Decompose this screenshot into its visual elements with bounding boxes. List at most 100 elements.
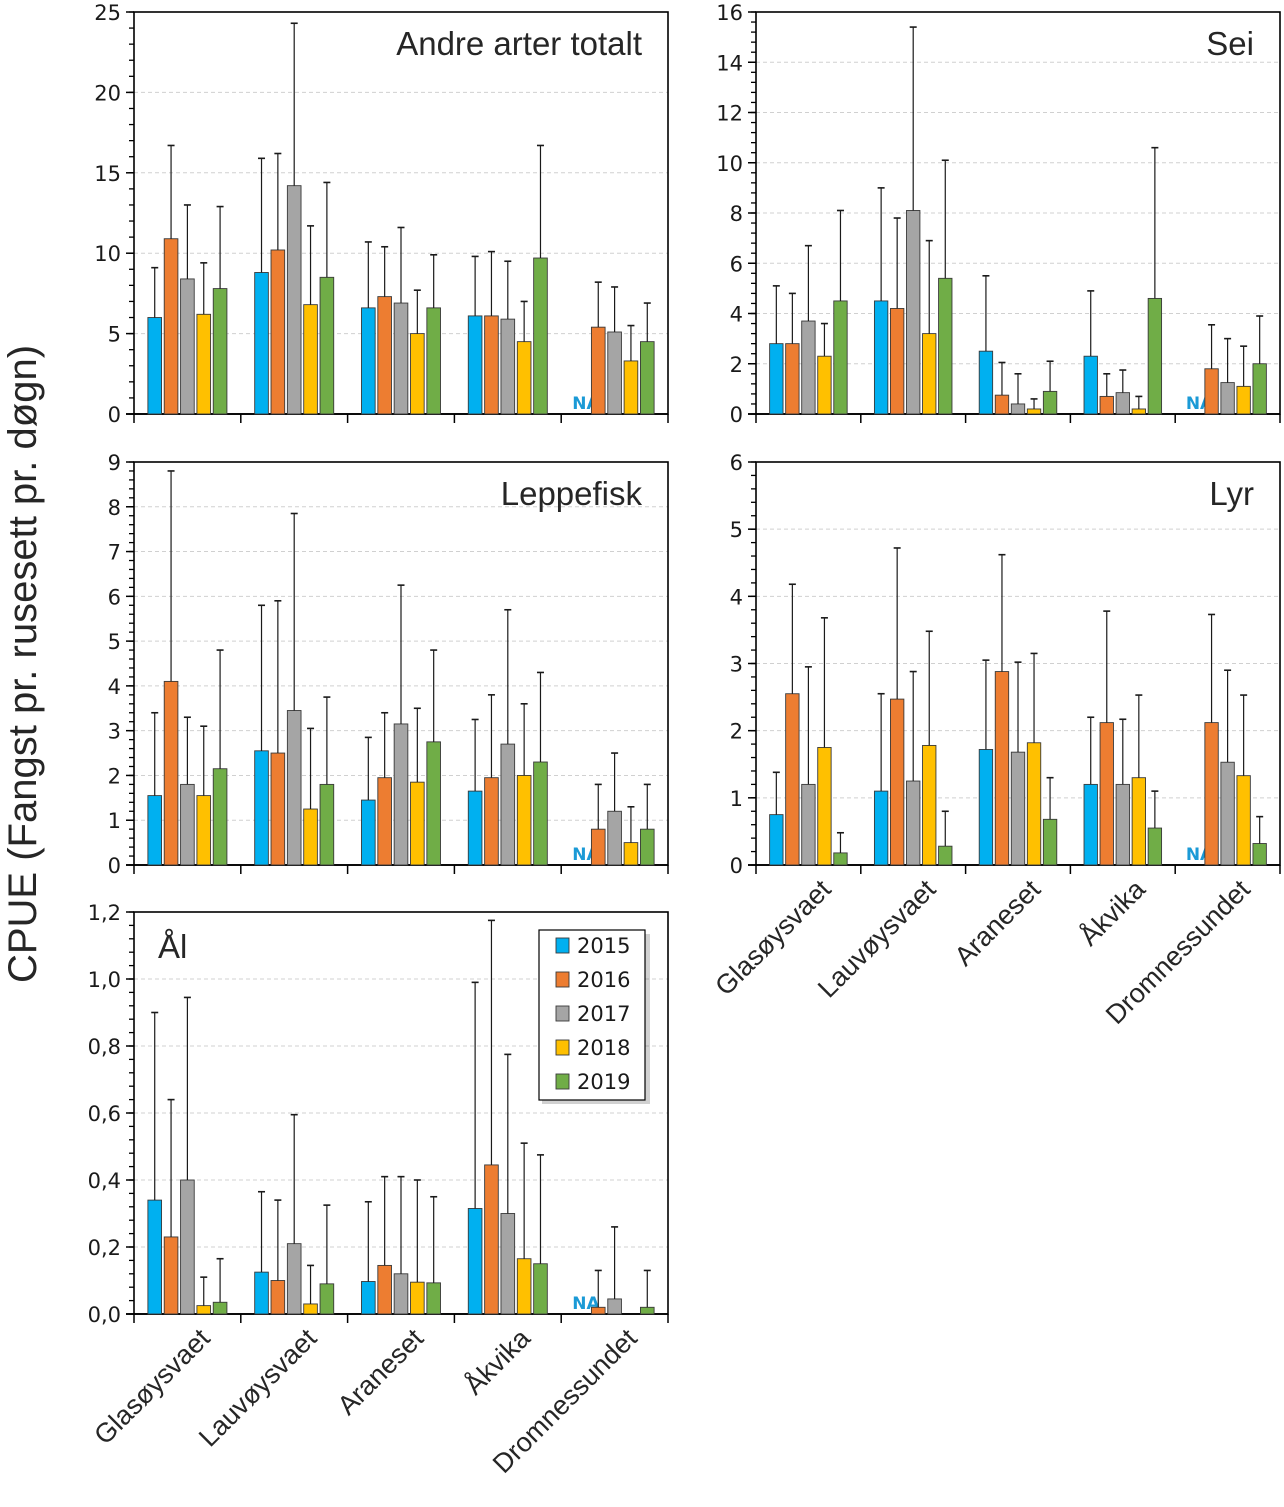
bar-andre-arter-totalt-araneset-2018 (410, 333, 425, 415)
y-tick-label: 2 (730, 353, 743, 377)
bar-leppefisk-lauvoysvaet-2015 (254, 750, 269, 866)
y-tick-label: 0 (108, 854, 121, 878)
bar-leppefisk-akvika-2018 (516, 774, 532, 866)
bar-leppefisk-lauvoysvaet-2016 (270, 752, 286, 866)
bar-al-glasoysvaet-2018 (196, 1305, 212, 1315)
bar-andre-arter-totalt-akvika-2017 (500, 318, 516, 415)
bar-al-lauvoysvaet-2019 (319, 1283, 335, 1315)
bar-lyr-lauvoysvaet-2016 (890, 698, 905, 866)
bar-al-akvika-2016 (484, 1164, 499, 1315)
bar-lyr-lauvoysvaet-2015 (873, 790, 889, 866)
bar-lyr-glasoysvaet-2016 (785, 693, 800, 866)
bar-sei-araneset-2017 (1010, 403, 1026, 415)
bar-leppefisk-araneset-2015 (361, 799, 376, 866)
bar-al-araneset-2017 (393, 1273, 409, 1315)
bar-sei-dromnessundet-2017 (1220, 382, 1235, 415)
y-tick-label: 4 (730, 585, 743, 609)
bar-lyr-araneset-2017 (1010, 751, 1026, 866)
bar-andre-arter-totalt-dromnessundet-2016 (590, 326, 606, 415)
bar-lyr-glasoysvaet-2018 (817, 747, 832, 866)
bar-lyr-araneset-2016 (994, 671, 1010, 866)
bar-leppefisk-glasoysvaet-2018 (196, 795, 212, 866)
bar-andre-arter-totalt-glasoysvaet-2018 (196, 313, 212, 415)
bar-lyr-glasoysvaet-2017 (801, 783, 816, 866)
bar-al-glasoysvaet-2017 (180, 1179, 195, 1315)
bar-lyr-dromnessundet-2018 (1236, 775, 1251, 866)
y-tick-label: 3 (730, 653, 743, 677)
y-tick-label: 2 (108, 764, 121, 788)
y-tick-label: 0,2 (88, 1236, 121, 1260)
panel-title: Sei (1206, 25, 1254, 62)
panel-title: Ål (158, 928, 187, 965)
bar-lyr-akvika-2019 (1147, 827, 1163, 866)
bar-leppefisk-glasoysvaet-2017 (180, 783, 195, 866)
bar-andre-arter-totalt-akvika-2015 (467, 315, 483, 415)
bar-andre-arter-totalt-dromnessundet-2017 (607, 331, 622, 415)
bar-lyr-lauvoysvaet-2017 (906, 780, 921, 866)
bar-leppefisk-lauvoysvaet-2017 (286, 710, 302, 866)
bar-al-glasoysvaet-2016 (163, 1236, 179, 1315)
bar-sei-akvika-2017 (1115, 392, 1130, 415)
y-tick-label: 0 (730, 403, 743, 427)
bar-sei-lauvoysvaet-2019 (938, 277, 953, 415)
panel-title: Leppefisk (501, 475, 643, 512)
y-tick-label: 2 (730, 720, 743, 744)
bar-andre-arter-totalt-araneset-2017 (393, 302, 409, 415)
y-tick-label: 6 (730, 252, 743, 276)
bar-andre-arter-totalt-akvika-2019 (533, 257, 548, 415)
y-tick-label: 4 (730, 303, 743, 327)
bar-sei-glasoysvaet-2015 (769, 343, 784, 415)
legend-label-2015: 2015 (577, 934, 630, 958)
bar-sei-araneset-2016 (994, 394, 1010, 415)
bar-sei-araneset-2018 (1026, 408, 1042, 415)
bar-lyr-glasoysvaet-2019 (833, 852, 848, 866)
bar-andre-arter-totalt-dromnessundet-2019 (639, 341, 655, 415)
bar-sei-dromnessundet-2019 (1252, 363, 1267, 415)
y-tick-label: 0 (730, 854, 743, 878)
bar-andre-arter-totalt-lauvoysvaet-2016 (270, 249, 286, 415)
legend-swatch-2018 (555, 1039, 570, 1056)
legend-swatch-2019 (555, 1073, 570, 1090)
y-tick-label: 0,8 (88, 1035, 121, 1059)
bar-lyr-dromnessundet-2016 (1204, 722, 1219, 866)
legend-label-2016: 2016 (577, 968, 630, 992)
y-tick-label: 20 (94, 81, 121, 105)
bar-leppefisk-akvika-2017 (500, 743, 516, 866)
bar-leppefisk-akvika-2015 (467, 790, 483, 866)
bar-sei-dromnessundet-2018 (1236, 385, 1251, 415)
bar-sei-lauvoysvaet-2016 (890, 308, 905, 415)
bar-al-lauvoysvaet-2016 (270, 1280, 286, 1315)
bar-al-akvika-2015 (467, 1208, 483, 1315)
bar-andre-arter-totalt-akvika-2018 (516, 341, 532, 415)
bar-al-araneset-2016 (377, 1264, 392, 1315)
bar-lyr-glasoysvaet-2015 (769, 814, 784, 866)
bar-andre-arter-totalt-lauvoysvaet-2019 (319, 276, 335, 415)
bar-lyr-dromnessundet-2019 (1252, 843, 1267, 866)
bar-sei-akvika-2015 (1083, 355, 1098, 415)
bar-al-glasoysvaet-2015 (147, 1199, 163, 1315)
bar-al-lauvoysvaet-2018 (303, 1303, 318, 1315)
bar-al-akvika-2017 (500, 1213, 516, 1315)
bar-lyr-araneset-2019 (1042, 818, 1058, 866)
category-label: Åkvika (458, 1322, 537, 1401)
bar-sei-araneset-2015 (978, 350, 994, 415)
category-label: Åkvika (1073, 873, 1152, 952)
bar-sei-lauvoysvaet-2015 (873, 300, 889, 415)
y-tick-label: 5 (108, 323, 121, 347)
bar-al-dromnessundet-2016 (590, 1306, 606, 1315)
y-tick-label: 10 (94, 242, 121, 266)
category-label: Araneset (949, 874, 1047, 972)
bar-lyr-araneset-2018 (1026, 742, 1042, 866)
category-label: Araneset (332, 1323, 430, 1421)
bar-andre-arter-totalt-lauvoysvaet-2017 (286, 185, 302, 415)
bar-al-akvika-2019 (533, 1263, 548, 1315)
legend: 2015 2016 2017 2018 2019 (538, 929, 650, 1104)
y-tick-label: 10 (716, 152, 743, 176)
bar-andre-arter-totalt-glasoysvaet-2017 (180, 278, 195, 415)
bar-andre-arter-totalt-lauvoysvaet-2015 (254, 272, 269, 415)
